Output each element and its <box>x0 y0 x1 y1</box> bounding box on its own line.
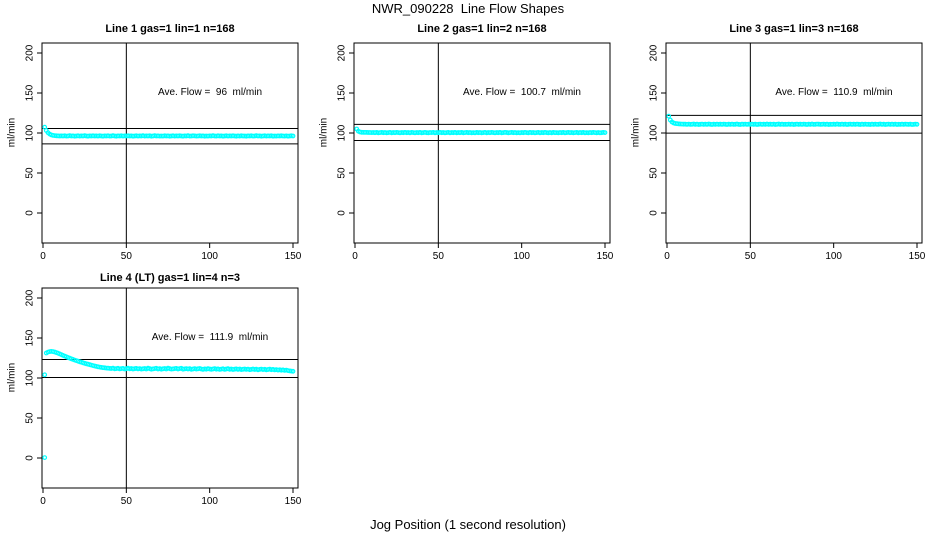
y-tick-label: 150 <box>337 84 348 101</box>
panel-2: 0 50 100 150 0 50 100 150 200 <box>337 42 614 262</box>
data-points <box>42 349 296 461</box>
plot-box <box>41 287 299 489</box>
x-tick-label: 100 <box>825 251 842 262</box>
y-tick-label: 0 <box>337 210 348 216</box>
x-tick-label: 50 <box>745 251 757 262</box>
panel-1: 0 50 100 150 0 50 100 150 200 <box>25 42 302 262</box>
x-tick-label: 0 <box>40 496 46 507</box>
y-tick-label: 0 <box>25 455 36 461</box>
x-tick-label: 100 <box>201 496 218 507</box>
plot-box <box>665 42 923 244</box>
y-tick-label: 50 <box>25 167 36 179</box>
x-tick-label: 150 <box>285 496 302 507</box>
y-tick-label: 150 <box>25 84 36 101</box>
panel-4-y-axis-label: ml/min <box>6 362 18 393</box>
y-tick-label: 100 <box>649 124 660 141</box>
x-tick-label: 150 <box>285 251 302 262</box>
x-axis-label: Jog Position (1 second resolution) <box>370 517 566 532</box>
x-tick-label: 100 <box>201 251 218 262</box>
panel-2-ave-flow-annotation: Ave. Flow = 100.7 ml/min <box>463 87 581 98</box>
panel-3-y-axis-label: ml/min <box>630 117 642 148</box>
x-tick-label: 0 <box>40 251 46 262</box>
x-tick-label: 50 <box>121 496 133 507</box>
data-point-marker <box>42 372 48 378</box>
panel-4-title: Line 4 (LT) gas=1 lin=4 n=3 <box>99 272 241 284</box>
data-point-marker <box>42 455 48 461</box>
panel-3-ave-flow-annotation: Ave. Flow = 110.9 ml/min <box>775 87 893 98</box>
y-tick-label: 50 <box>337 167 348 179</box>
y-tick-label: 200 <box>25 289 36 306</box>
panel-1-y-axis-label: ml/min <box>6 117 18 148</box>
panel-1-ave-flow-annotation: Ave. Flow = 96 ml/min <box>157 87 263 98</box>
data-point-marker <box>290 368 296 374</box>
y-tick-label: 200 <box>649 44 660 61</box>
y-tick-label: 150 <box>25 329 36 346</box>
data-point-marker <box>602 130 608 136</box>
data-points <box>42 124 296 139</box>
panel-4: 0 50 100 150 0 50 100 150 200 <box>25 287 302 507</box>
y-tick-label: 100 <box>25 369 36 386</box>
x-tick-label: 100 <box>513 251 530 262</box>
y-tick-label: 50 <box>649 167 660 179</box>
plot-box <box>41 42 299 244</box>
y-tick-label: 150 <box>649 84 660 101</box>
panel-2-y-axis-label: ml/min <box>318 117 330 148</box>
panel-3-title: Line 3 gas=1 lin=3 n=168 <box>729 23 859 35</box>
x-tick-label: 0 <box>352 251 358 262</box>
y-tick-label: 0 <box>25 210 36 216</box>
x-tick-label: 0 <box>664 251 670 262</box>
data-point-marker <box>914 121 920 127</box>
panel-4-ave-flow-annotation: Ave. Flow = 111.9 ml/min <box>151 332 269 343</box>
y-tick-label: 0 <box>649 210 660 216</box>
x-tick-label: 50 <box>433 251 445 262</box>
y-tick-label: 50 <box>25 412 36 424</box>
data-points <box>666 113 920 127</box>
x-tick-label: 150 <box>909 251 926 262</box>
y-tick-label: 200 <box>337 44 348 61</box>
panel-1-title: Line 1 gas=1 lin=1 n=168 <box>105 23 235 35</box>
data-point-marker <box>666 113 672 119</box>
y-tick-label: 200 <box>25 44 36 61</box>
x-tick-label: 150 <box>597 251 614 262</box>
y-tick-label: 100 <box>25 124 36 141</box>
plot-box <box>353 42 611 244</box>
data-points <box>354 126 608 136</box>
panel-3: 0 50 100 150 0 50 100 150 200 <box>649 42 926 262</box>
panel-2-title: Line 2 gas=1 lin=2 n=168 <box>417 23 547 35</box>
y-tick-label: 100 <box>337 124 348 141</box>
data-point-marker <box>290 133 296 139</box>
x-tick-label: 50 <box>121 251 133 262</box>
figure-title: NWR_090228 Line Flow Shapes <box>371 1 565 16</box>
